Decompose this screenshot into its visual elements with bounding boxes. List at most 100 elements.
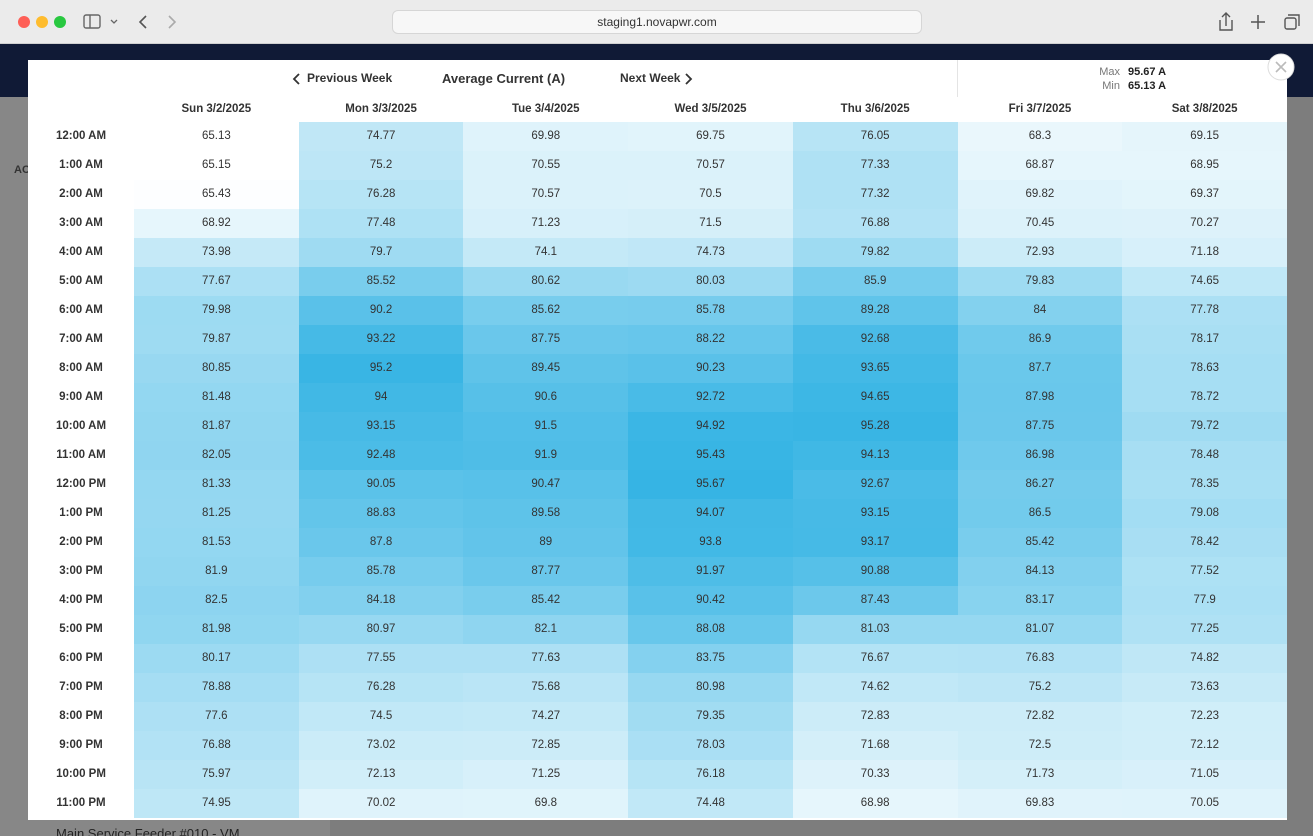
url-text: staging1.novapwr.com (597, 15, 717, 29)
hour-label: 5:00 AM (59, 275, 103, 287)
heat-cell: 85.78 (298, 557, 464, 586)
heat-cell: 69.8 (463, 789, 629, 818)
heat-cell: 84.13 (957, 557, 1123, 586)
heat-cell: 78.42 (1122, 528, 1287, 557)
heat-cell: 76.88 (792, 209, 958, 238)
heat-cell: 90.2 (298, 296, 464, 325)
heat-cell: 71.73 (957, 760, 1123, 789)
heat-cell: 81.87 (134, 412, 299, 441)
heat-cell: 87.8 (298, 528, 464, 557)
heat-cell: 72.85 (463, 731, 629, 760)
hour-label: 9:00 AM (59, 391, 103, 403)
heat-cell: 93.15 (792, 499, 958, 528)
heat-cell: 81.33 (134, 470, 299, 499)
heat-cell: 71.23 (463, 209, 629, 238)
heat-cell: 80.17 (134, 644, 299, 673)
heat-cell: 92.48 (298, 441, 464, 470)
heat-cell: 75.2 (957, 673, 1123, 702)
heat-cell: 88.83 (298, 499, 464, 528)
heat-cell: 92.67 (792, 470, 958, 499)
heat-cell: 79.7 (298, 238, 464, 267)
hour-label: 6:00 AM (59, 304, 103, 316)
heat-cell: 69.15 (1122, 122, 1287, 151)
heat-cell: 85.42 (957, 528, 1123, 557)
heat-cell: 87.43 (792, 586, 958, 615)
heat-cell: 77.6 (134, 702, 299, 731)
address-bar[interactable]: staging1.novapwr.com (392, 10, 922, 34)
heat-cell: 77.55 (298, 644, 464, 673)
heat-cell: 71.68 (792, 731, 958, 760)
heat-cell: 78.03 (628, 731, 793, 760)
heat-cell: 68.87 (957, 151, 1123, 180)
hour-label: 10:00 AM (55, 420, 107, 432)
heat-cell: 70.57 (628, 151, 793, 180)
heat-cell: 75.2 (298, 151, 464, 180)
background-text: Main Service Feeder #010 - VM (56, 826, 240, 836)
heat-cell: 92.68 (792, 325, 958, 354)
max-value: 95.67 A (1128, 66, 1167, 78)
heat-cell: 68.3 (957, 122, 1123, 151)
heat-cell: 94.92 (628, 412, 793, 441)
close-window[interactable] (18, 16, 30, 28)
heat-cell: 83.75 (628, 644, 793, 673)
heat-cell: 81.03 (792, 615, 958, 644)
nav-icons (83, 14, 177, 29)
zoom-window[interactable] (54, 16, 66, 28)
hour-label: 8:00 AM (59, 362, 103, 374)
heat-cell: 94.07 (628, 499, 793, 528)
heat-cell: 90.05 (298, 470, 464, 499)
heat-cell: 74.77 (298, 122, 464, 151)
hour-label: 5:00 PM (59, 623, 103, 635)
heat-cell: 78.63 (1122, 354, 1287, 383)
heat-cell: 72.23 (1122, 702, 1287, 731)
heat-cell: 70.55 (463, 151, 629, 180)
heat-cell: 90.42 (628, 586, 793, 615)
heat-cell: 77.32 (792, 180, 958, 209)
previous-week[interactable]: Previous Week (307, 71, 393, 85)
heat-cell: 85.78 (628, 296, 793, 325)
heat-cell: 72.12 (1122, 731, 1287, 760)
heat-cell: 77.48 (298, 209, 464, 238)
heat-cell: 85.62 (463, 296, 629, 325)
heat-cell: 83.17 (957, 586, 1123, 615)
heat-cell: 69.75 (628, 122, 793, 151)
heat-cell: 93.65 (792, 354, 958, 383)
heat-cell: 80.97 (298, 615, 464, 644)
browser-toolbar: staging1.novapwr.com (0, 0, 1313, 44)
heat-cell: 79.83 (957, 267, 1123, 296)
heat-cell: 68.95 (1122, 151, 1287, 180)
hour-label: 1:00 PM (59, 507, 103, 519)
day-header: Mon 3/3/2025 (345, 103, 417, 115)
heat-cell: 69.37 (1122, 180, 1287, 209)
heat-cell: 72.5 (957, 731, 1123, 760)
heat-cell: 84.18 (298, 586, 464, 615)
heat-cell: 74.82 (1122, 644, 1287, 673)
minimize-window[interactable] (36, 16, 48, 28)
heat-cell: 78.48 (1122, 441, 1287, 470)
hour-label: 10:00 PM (56, 768, 106, 780)
heat-cell: 72.93 (957, 238, 1123, 267)
heat-cell: 86.27 (957, 470, 1123, 499)
modal-title: Average Current (A) (442, 71, 566, 86)
heat-cell: 81.98 (134, 615, 299, 644)
hour-label: 11:00 PM (56, 797, 106, 809)
heat-cell: 76.88 (134, 731, 299, 760)
heat-cell: 79.82 (792, 238, 958, 267)
heat-cell: 87.77 (463, 557, 629, 586)
heat-cell: 95.67 (628, 470, 793, 499)
next-week[interactable]: Next Week (620, 71, 681, 85)
heat-cell: 68.98 (792, 789, 958, 818)
heat-cell: 92.72 (628, 383, 793, 412)
heat-cell: 84 (957, 296, 1123, 325)
heat-cell: 80.85 (134, 354, 299, 383)
heat-cell: 81.48 (134, 383, 299, 412)
heat-cell: 70.57 (463, 180, 629, 209)
close-button[interactable] (1267, 53, 1295, 81)
heat-cell: 74.62 (792, 673, 958, 702)
hour-label: 4:00 AM (59, 246, 103, 258)
toolbar-icons (1219, 12, 1300, 31)
heat-cell: 95.43 (628, 441, 793, 470)
heat-cell: 79.87 (134, 325, 299, 354)
heat-cell: 72.13 (298, 760, 464, 789)
heat-cell: 81.53 (134, 528, 299, 557)
